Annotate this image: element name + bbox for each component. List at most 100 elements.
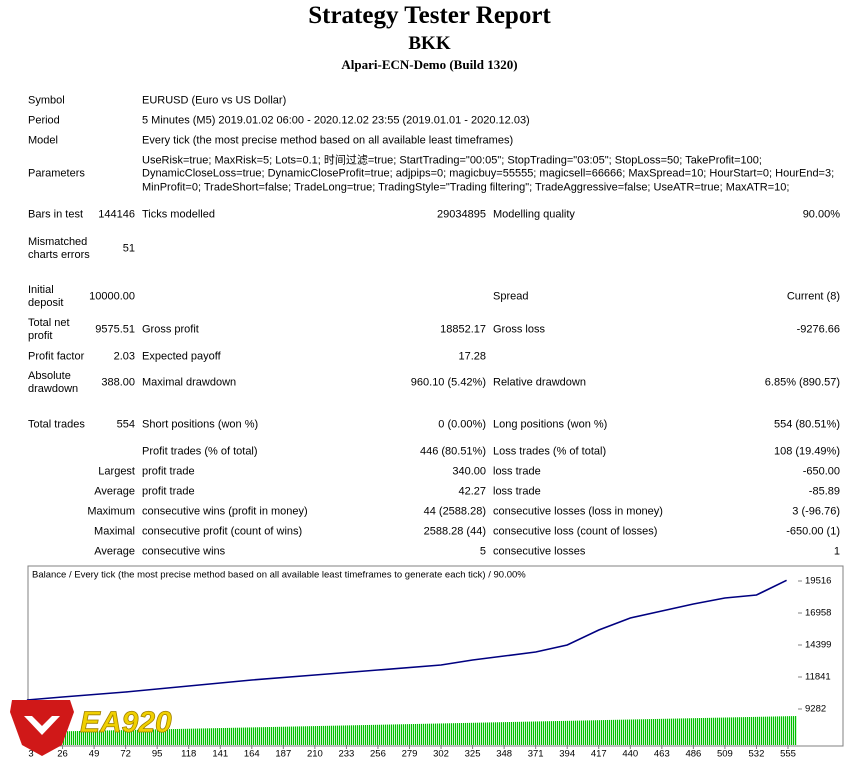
- volume-bar: [421, 723, 423, 745]
- volume-bar: [691, 718, 693, 745]
- row-value: 388.00: [101, 376, 135, 389]
- volume-bar: [493, 722, 495, 745]
- volume-bar: [485, 722, 487, 745]
- row-value: 2588.28 (44): [423, 525, 486, 538]
- row-value: 5: [479, 545, 486, 558]
- volume-bar: [83, 730, 85, 745]
- volume-bar: [703, 717, 705, 745]
- volume-bar: [725, 717, 727, 745]
- volume-bar: [707, 717, 709, 745]
- row-label: Gross profit: [142, 323, 199, 336]
- volume-bar: [629, 719, 631, 745]
- volume-bar: [169, 729, 171, 745]
- volume-bar: [125, 730, 127, 745]
- volume-bar: [643, 719, 645, 745]
- volume-bar: [141, 729, 143, 745]
- volume-bar: [103, 730, 105, 745]
- row-text: UseRisk=true; MaxRisk=5; Lots=0.1; 时间过滤=…: [142, 154, 762, 166]
- row-value: 29034895: [437, 208, 486, 221]
- volume-bar: [193, 728, 195, 745]
- volume-bar: [583, 720, 585, 745]
- volume-bar: [735, 717, 737, 745]
- volume-bar: [161, 729, 163, 745]
- volume-bar: [561, 720, 563, 745]
- volume-bar: [743, 717, 745, 745]
- volume-bar: [291, 726, 293, 745]
- volume-bar: [473, 722, 475, 745]
- volume-bar: [349, 725, 351, 745]
- volume-bar: [641, 719, 643, 745]
- volume-bar: [211, 728, 213, 745]
- volume-bar: [617, 719, 619, 745]
- volume-bar: [71, 731, 73, 745]
- volume-bar: [231, 727, 233, 745]
- volume-bar: [265, 727, 267, 745]
- volume-bar: [157, 729, 159, 745]
- volume-bar: [429, 723, 431, 745]
- volume-bar: [445, 723, 447, 745]
- volume-bar: [179, 728, 181, 745]
- volume-bar: [395, 724, 397, 745]
- volume-bar: [149, 729, 151, 745]
- volume-bar: [483, 722, 485, 745]
- expert-name: BKK: [408, 33, 451, 54]
- row-label: Bars in test: [28, 208, 84, 221]
- volume-bar: [711, 717, 713, 745]
- volume-bar: [747, 717, 749, 745]
- volume-bar: [337, 725, 339, 745]
- volume-bar: [733, 717, 735, 745]
- volume-bar: [715, 717, 717, 745]
- volume-bar: [351, 725, 353, 745]
- volume-bar: [435, 723, 437, 745]
- row-label: profit trade: [142, 485, 195, 498]
- volume-bar: [769, 716, 771, 745]
- volume-bar: [177, 728, 179, 745]
- volume-bar: [697, 718, 699, 745]
- volume-bar: [255, 727, 257, 745]
- volume-bar: [527, 721, 529, 745]
- row-text: Every tick (the most precise method base…: [142, 134, 514, 147]
- row-value: 108 (19.49%): [773, 445, 840, 458]
- volume-bar: [469, 722, 471, 745]
- volume-bar: [565, 720, 567, 745]
- volume-bar: [631, 719, 633, 745]
- y-tick-label: 19516: [805, 576, 831, 587]
- volume-bar: [605, 720, 607, 745]
- volume-bar: [275, 726, 277, 745]
- volume-bar: [79, 730, 81, 745]
- volume-bar: [403, 724, 405, 745]
- volume-bar: [477, 722, 479, 745]
- volume-bar: [381, 724, 383, 745]
- volume-bar: [727, 717, 729, 745]
- row-value: 2.03: [113, 350, 135, 363]
- volume-bar: [567, 720, 569, 745]
- x-tick-label: 164: [244, 749, 260, 760]
- volume-bar: [155, 729, 157, 745]
- volume-bar: [449, 723, 451, 745]
- row-value: 446 (80.51%): [419, 445, 486, 458]
- logo-text: EA920: [80, 706, 172, 739]
- volume-bar: [165, 729, 167, 745]
- volume-bar: [665, 718, 667, 745]
- volume-bar: [109, 730, 111, 745]
- x-tick-label: 486: [685, 749, 701, 760]
- row-label: consecutive losses (loss in money): [493, 505, 663, 518]
- row-value: 340.00: [452, 465, 486, 478]
- volume-bar: [189, 728, 191, 745]
- row-label: Loss trades (% of total): [493, 445, 607, 458]
- volume-bar: [509, 722, 511, 745]
- volume-bar: [763, 716, 765, 745]
- volume-bar: [719, 717, 721, 745]
- volume-bar: [655, 718, 657, 745]
- volume-bar: [385, 724, 387, 745]
- volume-bar: [787, 716, 789, 745]
- volume-bar: [651, 719, 653, 745]
- volume-bar: [771, 716, 773, 745]
- volume-bar: [709, 717, 711, 745]
- volume-bar: [573, 720, 575, 745]
- volume-bar: [229, 727, 231, 745]
- volume-bar: [309, 726, 311, 745]
- x-tick-label: 141: [212, 749, 228, 760]
- x-tick-label: 3: [28, 749, 33, 760]
- volume-bar: [313, 726, 315, 745]
